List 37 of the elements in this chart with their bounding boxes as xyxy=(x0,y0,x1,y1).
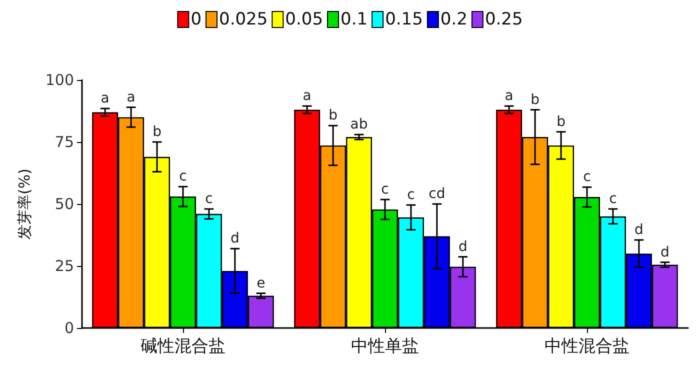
data-label: d xyxy=(230,230,240,247)
data-label: d xyxy=(458,238,468,255)
legend-label: 0.025 xyxy=(219,10,268,30)
data-label: cd xyxy=(428,186,446,202)
data-label: c xyxy=(583,169,591,186)
y-tick-label: 100 xyxy=(45,71,74,89)
legend-label: 0.15 xyxy=(385,10,423,30)
y-tick-label: 25 xyxy=(54,257,74,275)
y-tick-label: 50 xyxy=(54,195,74,213)
data-label: a xyxy=(126,89,136,106)
data-label: a xyxy=(504,88,514,104)
y-tick-label: 75 xyxy=(54,133,74,151)
legend-label: 0.25 xyxy=(484,10,523,30)
data-label: c xyxy=(205,190,213,207)
y-tick-label: 0 xyxy=(64,319,74,337)
data-label: a xyxy=(100,90,110,107)
legend-label: 0 xyxy=(190,10,202,30)
data-label: a xyxy=(302,88,312,104)
data-label: ab xyxy=(350,116,368,133)
data-label: b xyxy=(556,114,566,130)
x-tick-label: 中性混合盐 xyxy=(544,336,630,356)
data-label: c xyxy=(609,190,617,207)
data-label: c xyxy=(407,186,415,203)
data-label: b xyxy=(152,124,162,140)
data-label: d xyxy=(660,244,670,260)
legend-label: 0.05 xyxy=(285,10,324,30)
legend-label: 0.1 xyxy=(340,10,368,30)
x-tick-label: 中性单盐 xyxy=(351,336,419,356)
data-label: e xyxy=(256,275,266,292)
data-label: d xyxy=(634,222,644,238)
data-label: b xyxy=(328,108,338,124)
data-label: c xyxy=(381,182,389,198)
y-axis-title: 发芽率(%) xyxy=(16,168,34,240)
legend-label: 0.2 xyxy=(440,10,468,30)
data-label: c xyxy=(179,168,187,185)
x-tick-label: 碱性混合盐 xyxy=(140,336,226,356)
data-label: b xyxy=(530,92,540,108)
